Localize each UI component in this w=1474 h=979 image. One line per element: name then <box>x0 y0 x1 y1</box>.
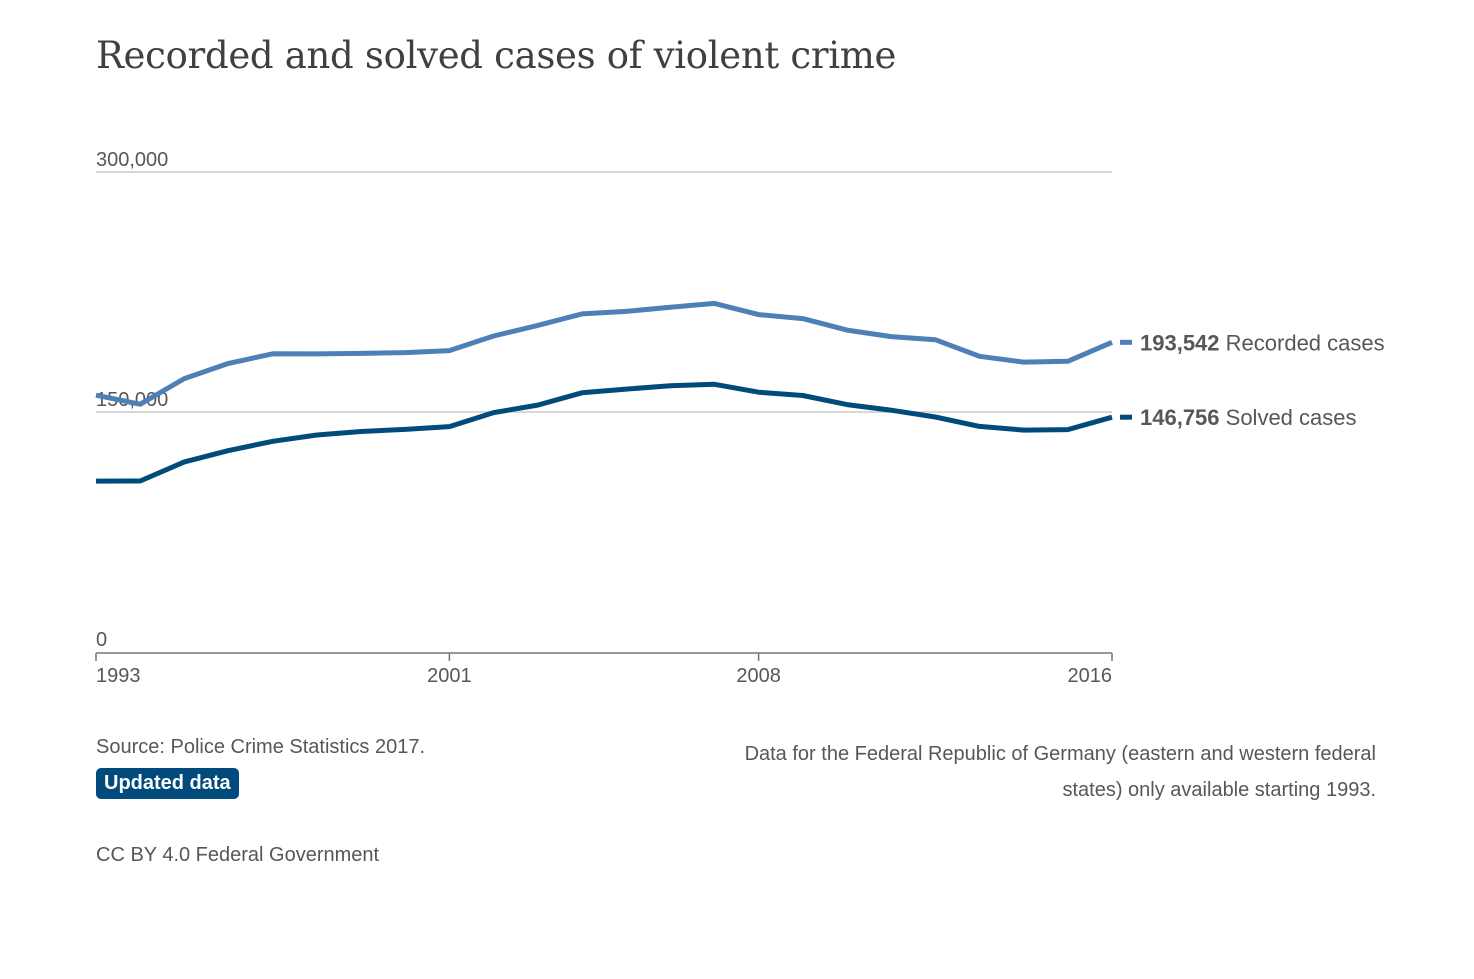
series-lines <box>95 300 1113 484</box>
data-note: Data for the Federal Republic of Germany… <box>744 743 1376 801</box>
end-label: 146,756 Solved cases <box>1140 405 1357 430</box>
x-tick-label: 2008 <box>736 665 781 687</box>
license-note: CC BY 4.0 Federal Government <box>96 844 380 866</box>
series-name: Recorded cases <box>1220 330 1385 355</box>
x-tick-label: 2001 <box>427 665 472 687</box>
y-tick-label: 300,000 <box>96 149 168 171</box>
chart-title: Recorded and solved cases of violent cri… <box>96 34 897 77</box>
source-note: Source: Police Crime Statistics 2017. <box>96 736 426 758</box>
end-labels: 193,542 Recorded cases 146,756 Solved cas… <box>1120 330 1385 430</box>
end-value: 146,756 <box>1140 405 1220 430</box>
series-name: Solved cases <box>1220 405 1357 430</box>
series-line <box>95 381 1113 484</box>
y-tick-label: 0 <box>96 629 107 651</box>
end-value: 193,542 <box>1140 330 1220 355</box>
updated-data-badge[interactable]: Updated data <box>96 768 239 799</box>
end-label: 193,542 Recorded cases <box>1140 330 1385 355</box>
x-tick-label: 2016 <box>1068 665 1113 687</box>
y-axis-ticks: 0 150,000 300,000 <box>96 149 168 651</box>
x-axis: 1993 2001 2008 2016 <box>95 652 1113 687</box>
gridlines <box>96 171 1112 413</box>
x-tick-label: 1993 <box>96 665 141 687</box>
y-tick-label: 150,000 <box>96 389 168 411</box>
series-line <box>95 300 1113 407</box>
line-chart: 0 150,000 300,000 1993 2001 2008 2016 193,542… <box>95 149 1385 687</box>
